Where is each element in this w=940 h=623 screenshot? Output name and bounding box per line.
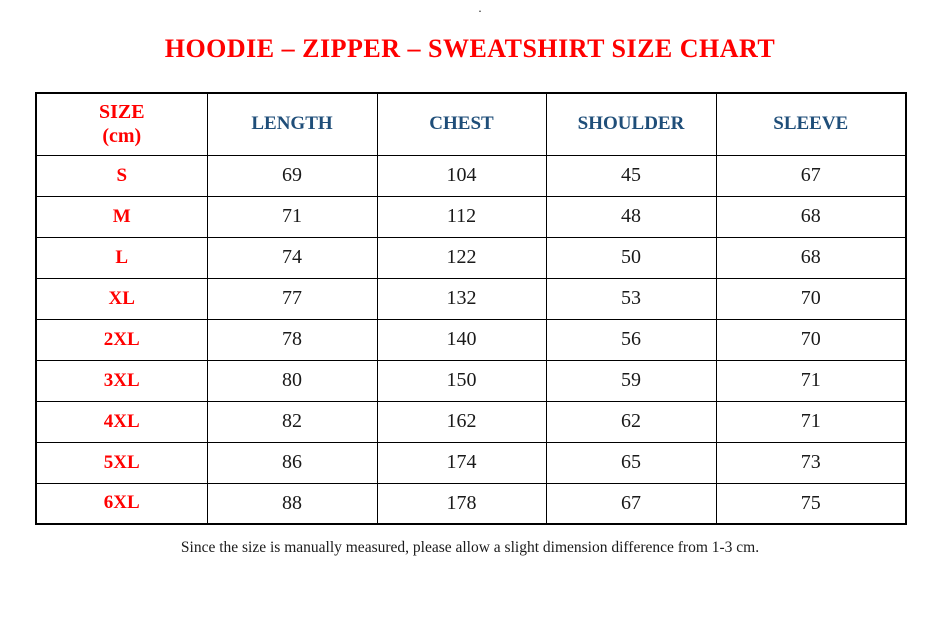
table-row: XL 77 132 53 70: [35, 277, 907, 320]
sleeve-value: 75: [715, 482, 907, 525]
column-header-length: LENGTH: [206, 92, 378, 156]
chest-value: 132: [376, 277, 547, 320]
table-row: 4XL 82 162 62 71: [35, 400, 907, 443]
table-row: 2XL 78 140 56 70: [35, 318, 907, 361]
shoulder-value: 53: [545, 277, 717, 320]
sleeve-value: 68: [715, 195, 907, 238]
shoulder-value: 56: [545, 318, 717, 361]
table-row: 3XL 80 150 59 71: [35, 359, 907, 402]
length-value: 78: [206, 318, 378, 361]
size-header-line1: SIZE: [98, 101, 145, 124]
column-header-chest: CHEST: [376, 92, 547, 156]
sleeve-value: 70: [715, 277, 907, 320]
length-value: 88: [206, 482, 378, 525]
sleeve-value: 73: [715, 441, 907, 484]
sleeve-value: 68: [715, 236, 907, 279]
length-value: 80: [206, 359, 378, 402]
sleeve-value: 70: [715, 318, 907, 361]
size-label: 5XL: [35, 441, 208, 484]
column-header-sleeve: SLEEVE: [715, 92, 907, 156]
chest-value: 122: [376, 236, 547, 279]
shoulder-value: 59: [545, 359, 717, 402]
size-header-line2: (cm): [102, 125, 142, 148]
column-header-shoulder: SHOULDER: [545, 92, 717, 156]
length-value: 82: [206, 400, 378, 443]
size-label: L: [35, 236, 208, 279]
shoulder-value: 65: [545, 441, 717, 484]
shoulder-value: 67: [545, 482, 717, 525]
size-label: 4XL: [35, 400, 208, 443]
length-value: 86: [206, 441, 378, 484]
chest-value: 140: [376, 318, 547, 361]
chest-value: 104: [376, 154, 547, 197]
shoulder-value: 62: [545, 400, 717, 443]
size-label: M: [35, 195, 208, 238]
column-header-size: SIZE (cm): [35, 92, 208, 156]
length-value: 77: [206, 277, 378, 320]
chest-value: 150: [376, 359, 547, 402]
sleeve-value: 67: [715, 154, 907, 197]
table-row: S 69 104 45 67: [35, 154, 907, 197]
chest-value: 174: [376, 441, 547, 484]
length-value: 74: [206, 236, 378, 279]
table-row: 5XL 86 174 65 73: [35, 441, 907, 484]
table-row: L 74 122 50 68: [35, 236, 907, 279]
size-label: 6XL: [35, 482, 208, 525]
size-label: S: [35, 154, 208, 197]
shoulder-value: 45: [545, 154, 717, 197]
shoulder-value: 50: [545, 236, 717, 279]
length-value: 69: [206, 154, 378, 197]
table-row: 6XL 88 178 67 75: [35, 482, 907, 525]
page-title: HOODIE – ZIPPER – SWEATSHIRT SIZE CHART: [164, 34, 776, 63]
size-label: 3XL: [35, 359, 208, 402]
size-label: XL: [35, 277, 208, 320]
stray-period-mark: .: [478, 0, 482, 15]
measurement-disclaimer: Since the size is manually measured, ple…: [180, 539, 760, 556]
chest-value: 112: [376, 195, 547, 238]
shoulder-value: 48: [545, 195, 717, 238]
sleeve-value: 71: [715, 359, 907, 402]
size-label: 2XL: [35, 318, 208, 361]
chest-value: 178: [376, 482, 547, 525]
size-chart-table: SIZE (cm) LENGTH CHEST SHOULDER SLEEVE S…: [35, 92, 907, 525]
length-value: 71: [206, 195, 378, 238]
chest-value: 162: [376, 400, 547, 443]
table-header-row: SIZE (cm) LENGTH CHEST SHOULDER SLEEVE: [35, 92, 907, 156]
table-row: M 71 112 48 68: [35, 195, 907, 238]
sleeve-value: 71: [715, 400, 907, 443]
